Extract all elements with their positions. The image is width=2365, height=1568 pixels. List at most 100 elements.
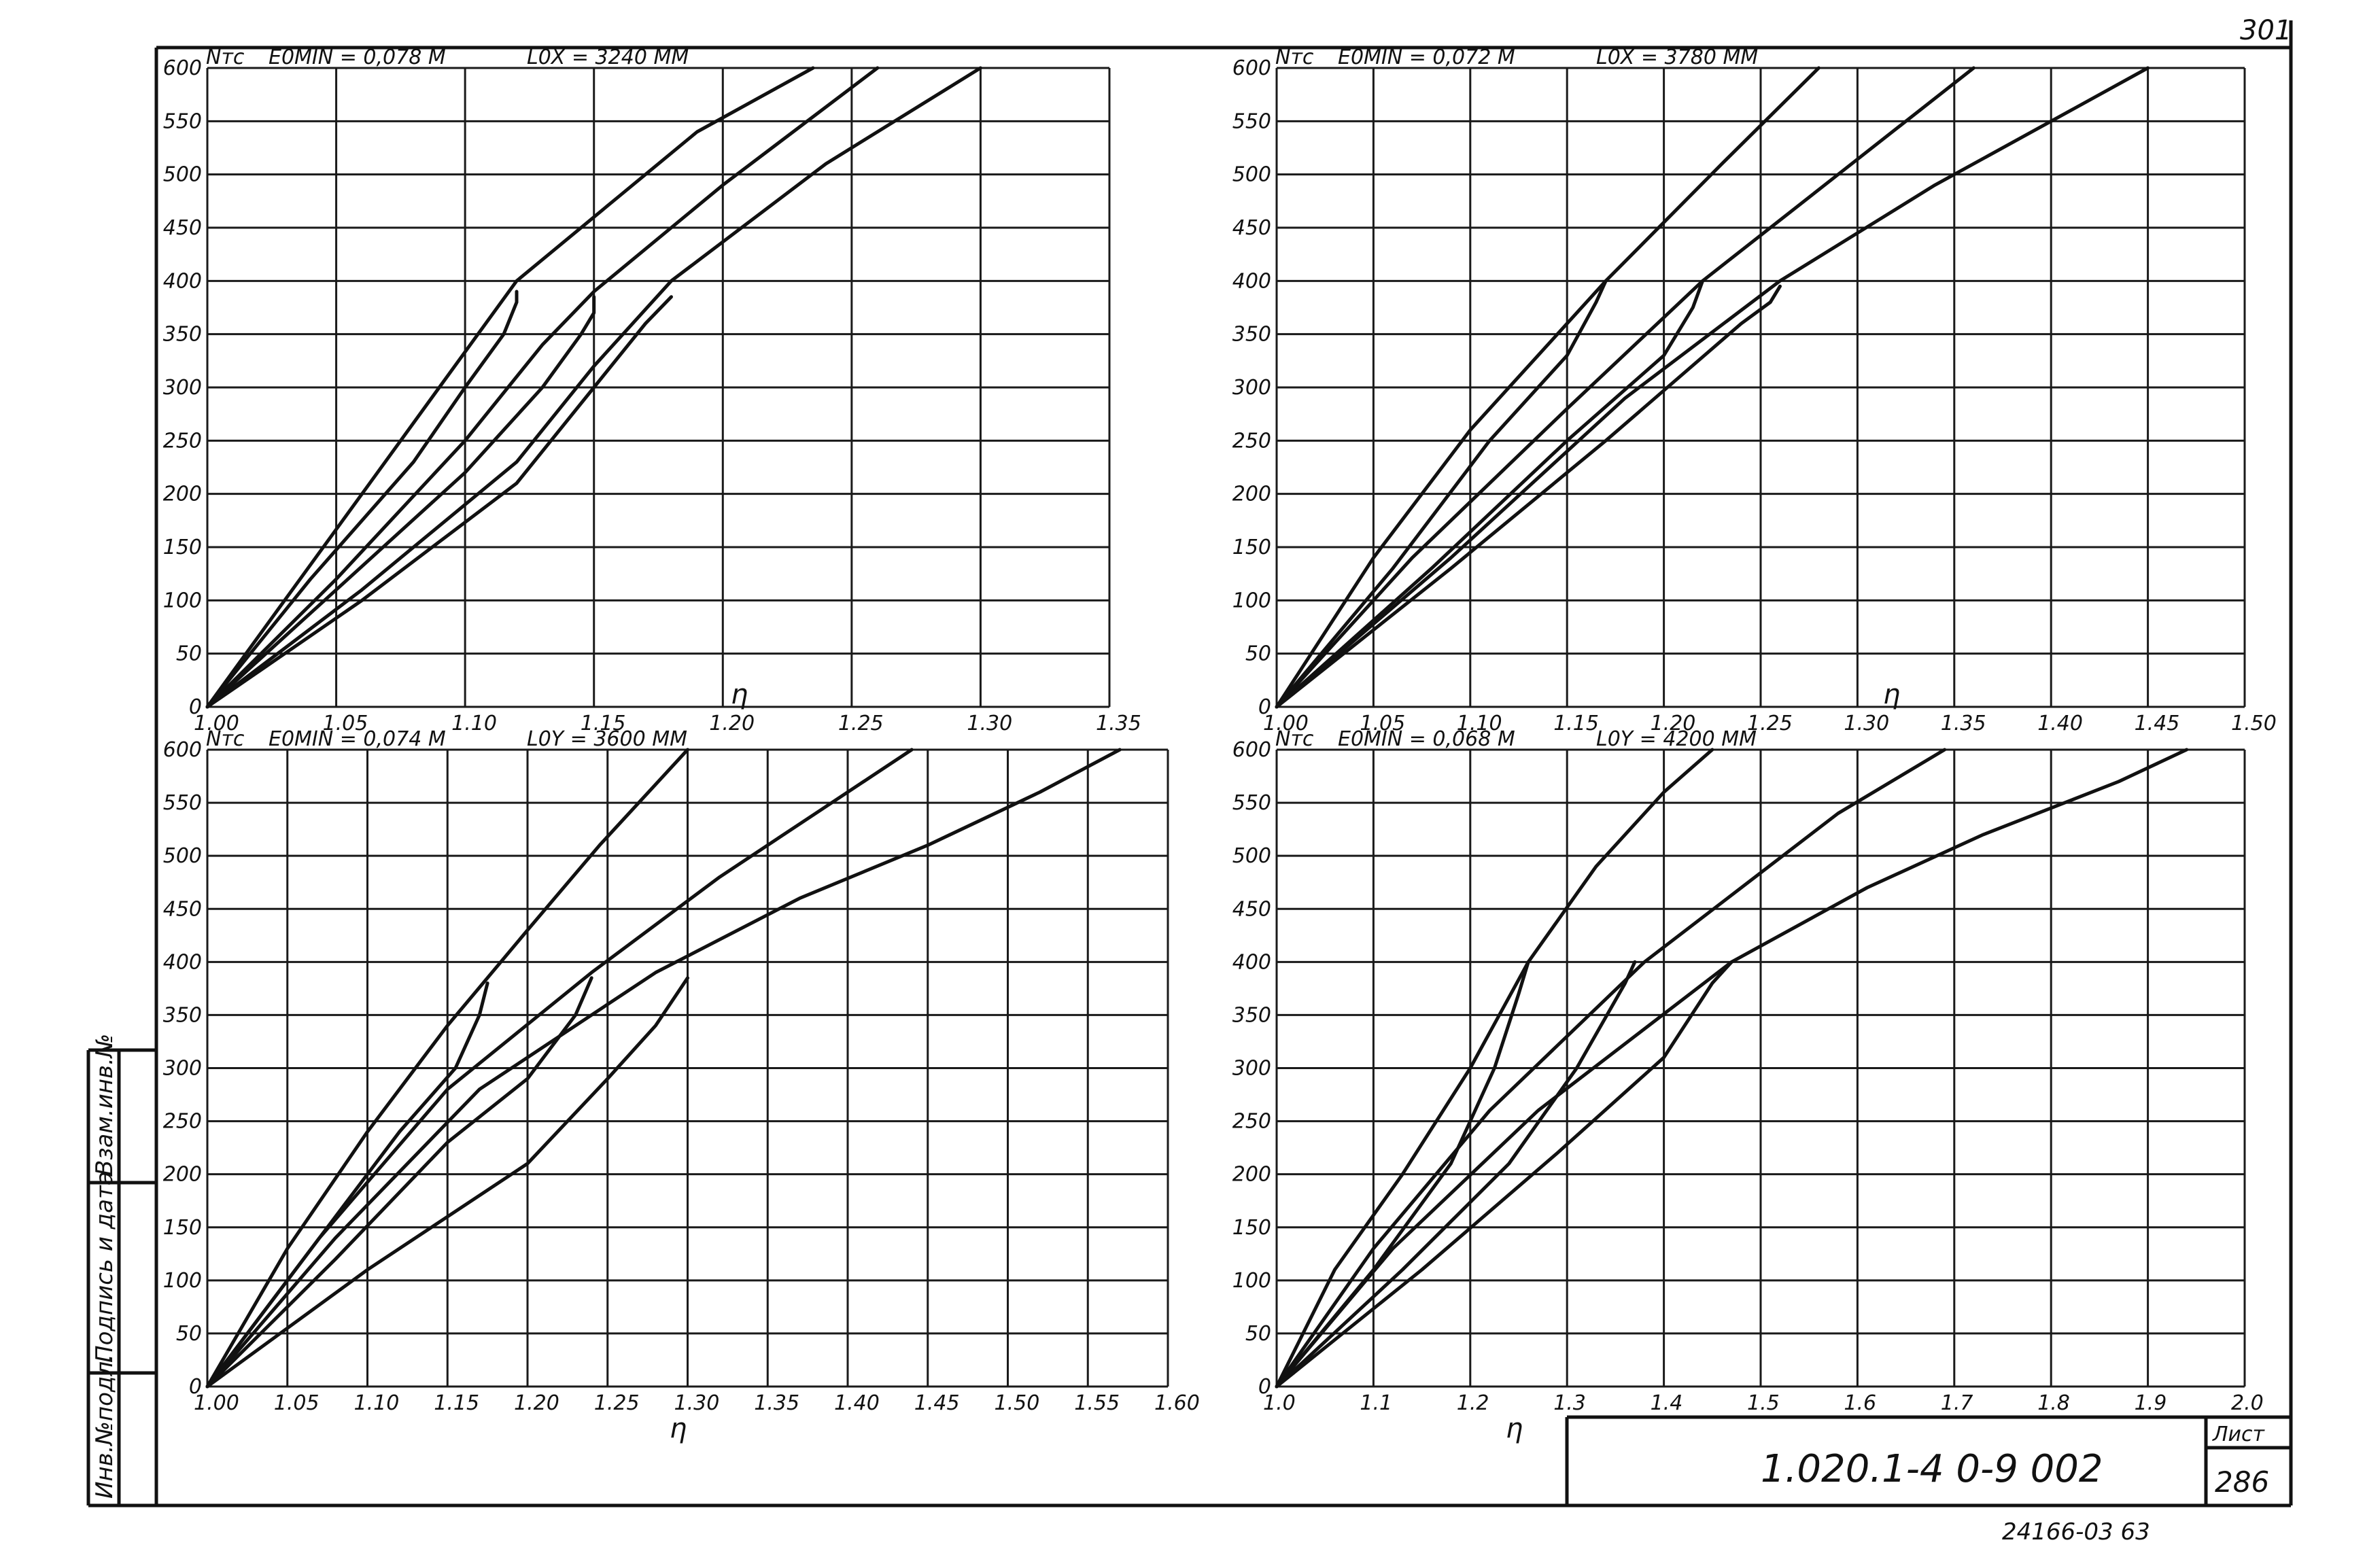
chart-top-left: 1.00 1.05 1.10 1.15 1.20 1.25 1.30 1.35 0 50 100 15… bbox=[163, 46, 1141, 735]
y-tick-label: 600 bbox=[1232, 738, 1271, 762]
title-block: 1.020.1-4 0-9 002 Лист 286 bbox=[1565, 1415, 2291, 1505]
param-eccentricity: E0MIN = 0,078 М bbox=[269, 46, 446, 69]
x-tick-label: 1.6 bbox=[1844, 1391, 1876, 1415]
y-tick-label: 500 bbox=[1232, 844, 1271, 868]
series-line-2 bbox=[1275, 748, 1947, 1389]
x-tick-label: 1.15 bbox=[434, 1391, 479, 1415]
sheet-label: Лист bbox=[2212, 1423, 2266, 1446]
x-tick-label: 1.50 bbox=[2231, 712, 2277, 735]
side-label-replacement: Взам.инв.№ bbox=[91, 1034, 118, 1176]
x-tick-label: 1.00 bbox=[194, 1391, 239, 1415]
x-tick-label: 1.3 bbox=[1553, 1391, 1586, 1415]
y-tick-label: 100 bbox=[1232, 589, 1271, 612]
y-tick-label: 250 bbox=[1232, 1110, 1271, 1134]
x-tick-label: 1.5 bbox=[1747, 1391, 1780, 1415]
x-tick-label: 1.1 bbox=[1360, 1391, 1392, 1415]
y-tick-label: 250 bbox=[163, 1110, 202, 1134]
x-tick-label: 1.05 bbox=[323, 712, 368, 735]
param-length: L0Y = 3600 ММ bbox=[527, 727, 687, 751]
x-tick-label: 1.35 bbox=[754, 1391, 799, 1415]
x-tick-label: 1.45 bbox=[2135, 712, 2180, 735]
y-tick-label: 500 bbox=[163, 844, 202, 868]
y-tick-label: 550 bbox=[163, 109, 202, 133]
y-tick-label: 200 bbox=[1232, 1163, 1271, 1187]
y-tick-label: 150 bbox=[163, 1216, 202, 1240]
series-line-3 bbox=[205, 748, 1122, 1389]
x-tick-label: 1.0 bbox=[1263, 1391, 1296, 1415]
x-tick-label: 1.55 bbox=[1074, 1391, 1120, 1415]
param-length: L0X = 3240 ММ bbox=[527, 46, 689, 69]
x-tick-label: 1.00 bbox=[1263, 712, 1309, 735]
y-tick-label: 450 bbox=[163, 216, 202, 240]
series-line-1 bbox=[1275, 748, 1714, 1389]
y-tick-label: 50 bbox=[176, 1322, 202, 1346]
y-tick-label: 550 bbox=[1232, 109, 1271, 133]
series-line-1 bbox=[205, 748, 689, 1389]
y-tick-label: 450 bbox=[1232, 216, 1271, 240]
series-line-6 bbox=[205, 295, 673, 709]
x-tick-label: 1.20 bbox=[514, 1391, 559, 1415]
archive-number: 24166-03 63 bbox=[2002, 1518, 2150, 1546]
corner-fragment: 301 bbox=[2240, 15, 2292, 46]
series-line-3 bbox=[1275, 748, 2189, 1389]
x-tick-label: 1.15 bbox=[1553, 712, 1599, 735]
y-tick-label: 400 bbox=[163, 950, 202, 974]
x-tick-label: 1.45 bbox=[914, 1391, 960, 1415]
x-tick-label: 1.4 bbox=[1651, 1391, 1683, 1415]
y-tick-label: 450 bbox=[163, 897, 202, 921]
y-tick-label: 500 bbox=[163, 163, 202, 187]
param-eccentricity: E0MIN = 0,074 М bbox=[269, 727, 446, 751]
y-tick-label: 0 bbox=[1258, 695, 1271, 719]
x-tick-label: 1.8 bbox=[2037, 1391, 2070, 1415]
series-line-3 bbox=[205, 66, 982, 709]
x-axis-label: η bbox=[1883, 679, 1900, 710]
x-tick-label: 1.10 bbox=[1457, 712, 1502, 735]
x-tick-label: 1.35 bbox=[1941, 712, 1986, 735]
x-axis-label: η bbox=[1506, 1413, 1523, 1444]
y-tick-label: 150 bbox=[1232, 1216, 1271, 1240]
y-tick-label: 250 bbox=[163, 429, 202, 453]
y-tick-label: 600 bbox=[163, 56, 202, 80]
param-length: L0Y = 4200 ММ bbox=[1596, 727, 1757, 751]
y-tick-label: 600 bbox=[163, 738, 202, 762]
y-tick-label: 400 bbox=[1232, 269, 1271, 293]
param-eccentricity: E0MIN = 0,068 М bbox=[1338, 727, 1515, 751]
x-tick-label: 2.0 bbox=[2231, 1391, 2264, 1415]
y-tick-label: 350 bbox=[163, 1003, 202, 1027]
y-tick-label: 150 bbox=[1232, 536, 1271, 559]
series-line-2 bbox=[1275, 66, 1975, 709]
x-tick-label: 1.50 bbox=[995, 1391, 1040, 1415]
param-length: L0X = 3780 ММ bbox=[1596, 46, 1758, 69]
y-tick-label: 100 bbox=[163, 1269, 202, 1293]
x-tick-label: 1.9 bbox=[2135, 1391, 2167, 1415]
y-tick-label: 350 bbox=[163, 323, 202, 347]
series-line-1 bbox=[205, 66, 815, 709]
series-line-1 bbox=[1275, 66, 1820, 709]
series-line-6 bbox=[1275, 284, 1782, 709]
x-tick-label: 1.10 bbox=[451, 712, 497, 735]
y-tick-label: 50 bbox=[176, 642, 202, 666]
x-tick-label: 1.00 bbox=[194, 712, 239, 735]
y-tick-label: 100 bbox=[1232, 1269, 1271, 1293]
y-tick-label: 200 bbox=[163, 483, 202, 506]
series-line-6 bbox=[1275, 960, 1733, 1389]
y-tick-label: 350 bbox=[1232, 323, 1271, 347]
y-tick-label: 150 bbox=[163, 536, 202, 559]
series-line-5 bbox=[205, 295, 596, 709]
series-line-5 bbox=[1275, 279, 1705, 709]
x-tick-label: 1.20 bbox=[1651, 712, 1696, 735]
series-line-6 bbox=[205, 976, 689, 1389]
side-label-inventory: Инв.№подл. bbox=[91, 1354, 118, 1499]
y-tick-label: 0 bbox=[189, 695, 202, 719]
y-tick-label: 300 bbox=[163, 1057, 202, 1081]
y-tick-label: 100 bbox=[163, 589, 202, 612]
sheet-number: 286 bbox=[2215, 1465, 2269, 1499]
x-tick-label: 1.05 bbox=[1360, 712, 1405, 735]
x-tick-label: 1.2 bbox=[1457, 1391, 1489, 1415]
x-tick-label: 1.40 bbox=[2037, 712, 2083, 735]
x-tick-label: 1.30 bbox=[967, 712, 1012, 735]
y-tick-label: 400 bbox=[1232, 950, 1271, 974]
x-axis-label: η bbox=[670, 1413, 687, 1444]
x-tick-label: 1.30 bbox=[1844, 712, 1889, 735]
